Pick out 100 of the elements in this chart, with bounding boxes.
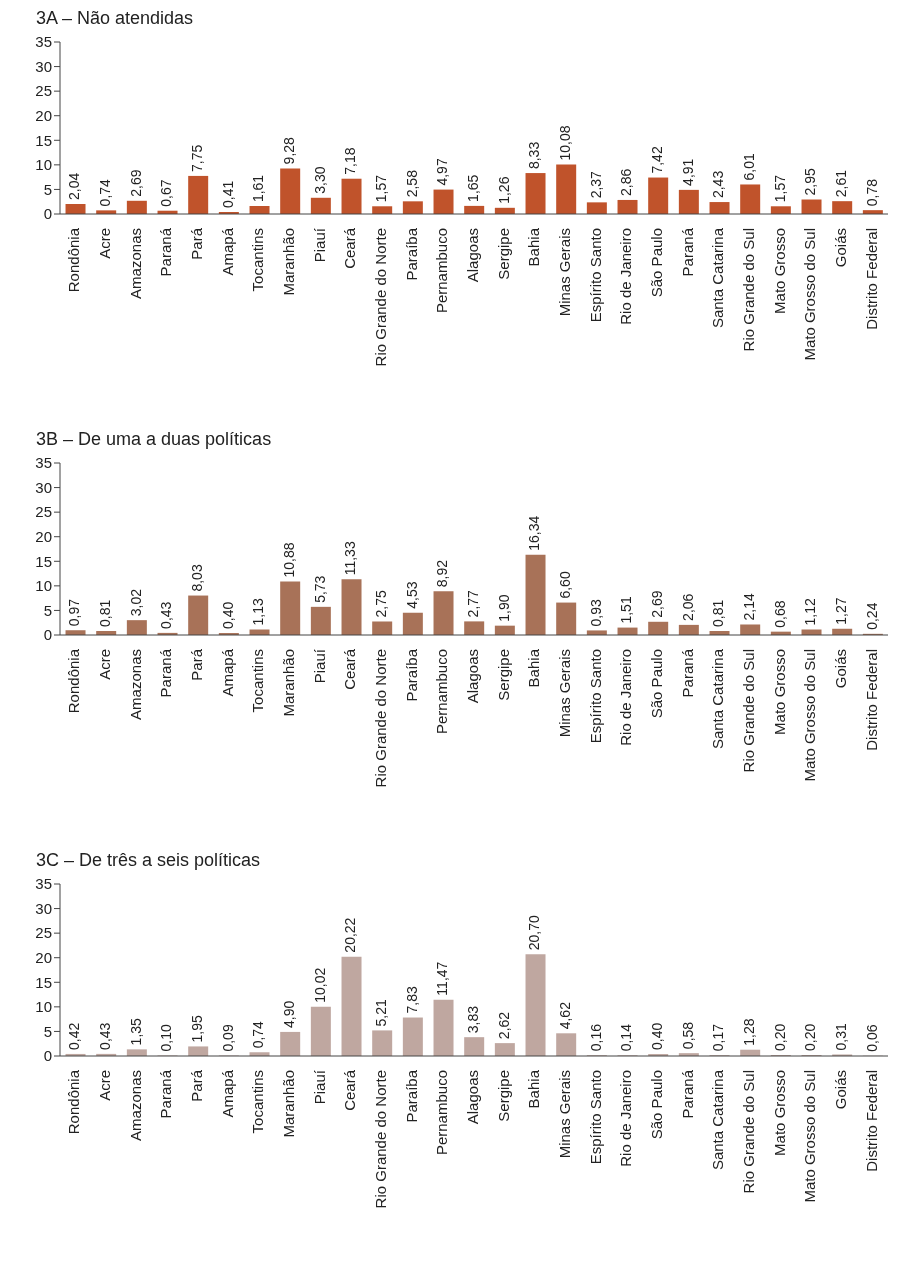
x-tick-label: Rio Grande do Sul: [739, 1070, 757, 1194]
x-tick-label: Amapá: [218, 227, 236, 276]
x-tick-label: Rio Grande do Norte: [371, 649, 389, 788]
x-tick-label: Pernambuco: [433, 1070, 451, 1156]
data-label: 0,81: [96, 599, 113, 628]
x-tick-label: Amazonas: [126, 649, 144, 720]
y-tick-label: 10: [35, 156, 52, 174]
data-label: 2,04: [66, 172, 83, 200]
x-tick-label: Acre: [95, 1070, 113, 1101]
data-label: 0,20: [771, 1023, 788, 1052]
y-tick-label: 25: [35, 503, 52, 521]
data-label: 0,81: [710, 599, 727, 628]
x-tick-label: Rio Grande do Norte: [371, 228, 389, 367]
x-tick-label: São Paulo: [647, 649, 665, 719]
data-label: 3,30: [311, 166, 328, 194]
y-tick-label: 0: [43, 626, 52, 644]
x-tick-label: Piauí: [310, 648, 328, 684]
x-tick-label: Tocantins: [249, 649, 267, 713]
y-tick-label: 35: [35, 33, 52, 51]
x-tick-label: Tocantins: [249, 1070, 267, 1134]
x-tick-label: Amazonas: [126, 1070, 144, 1141]
y-tick-label: 15: [35, 552, 52, 570]
x-tick-label: Piauí: [310, 1069, 328, 1105]
data-label: 1,95: [188, 1014, 205, 1043]
x-tick-label: Pará: [187, 1069, 205, 1102]
x-tick-label: Tocantins: [249, 228, 267, 292]
x-tick-label: Distrito Federal: [862, 228, 880, 330]
data-label: 8,92: [434, 559, 451, 588]
x-tick-label: Rio Grande do Norte: [371, 1070, 389, 1209]
data-label: 4,62: [556, 1001, 573, 1030]
x-tick-label: Pernambuco: [433, 228, 451, 314]
x-tick-label: Rio de Janeiro: [617, 228, 635, 325]
x-tick-label: Espírito Santo: [586, 649, 604, 744]
x-tick-label: Espírito Santo: [586, 228, 604, 323]
x-tick-label: Santa Catarina: [709, 1069, 727, 1171]
x-tick-label: Maranhão: [279, 649, 297, 717]
x-tick-label: Ceará: [341, 227, 359, 269]
x-tick-label: Goiás: [831, 228, 849, 268]
x-tick-label: Paraíba: [402, 648, 420, 702]
x-tick-label: Mato Grosso: [770, 649, 788, 735]
data-label: 2,95: [802, 168, 819, 196]
y-tick-label: 30: [35, 899, 52, 917]
x-tick-label: Santa Catarina: [709, 227, 727, 329]
x-tick-label: Minas Gerais: [555, 1070, 573, 1159]
data-label: 2,62: [495, 1011, 512, 1040]
data-label: 2,58: [403, 169, 420, 198]
data-label: 10,88: [280, 542, 297, 578]
x-tick-label: Pernambuco: [433, 649, 451, 735]
data-label: 7,83: [403, 986, 420, 1014]
y-tick-label: 10: [35, 998, 52, 1016]
y-tick-label: 5: [43, 180, 52, 198]
x-tick-label: Maranhão: [279, 1070, 297, 1138]
x-tick-label: Mato Grosso do Sul: [801, 228, 819, 361]
chart-title: 3B – De uma a duas políticas: [36, 429, 273, 451]
data-label: 2,69: [127, 169, 144, 197]
x-tick-label: Rio de Janeiro: [617, 1070, 635, 1167]
data-label: 0,58: [679, 1021, 696, 1050]
data-label: 1,61: [250, 174, 267, 203]
x-tick-label: Rio Grande do Sul: [739, 649, 757, 773]
x-tick-label: Bahia: [525, 227, 543, 267]
x-tick-label: Mato Grosso do Sul: [801, 1070, 819, 1203]
data-label: 2,06: [679, 593, 696, 621]
x-tick-label: Alagoas: [463, 1070, 481, 1125]
x-tick-label: Paraná: [157, 227, 175, 277]
data-label: 3,83: [464, 1005, 481, 1034]
x-tick-label: Amapá: [218, 648, 236, 697]
y-tick-label: 20: [35, 949, 52, 967]
y-tick-label: 35: [35, 454, 52, 472]
data-label: 8,33: [526, 141, 543, 170]
x-tick-label: São Paulo: [647, 1070, 665, 1140]
data-label: 1,26: [495, 176, 512, 204]
x-tick-label: Paraíba: [402, 1069, 420, 1123]
data-label: 0,41: [219, 180, 236, 208]
data-label: 2,37: [587, 170, 604, 199]
data-label: 20,22: [342, 917, 359, 953]
x-tick-label: Ceará: [341, 648, 359, 690]
x-tick-label: Goiás: [831, 1070, 849, 1110]
y-tick-label: 20: [35, 528, 52, 546]
data-label: 0,93: [587, 598, 604, 627]
data-label: 0,78: [863, 178, 880, 207]
data-label: 2,86: [618, 168, 635, 196]
x-tick-label: Rio de Janeiro: [617, 649, 635, 746]
data-label: 1,28: [740, 1018, 757, 1046]
data-label: 9,28: [280, 136, 297, 165]
x-tick-label: Amazonas: [126, 228, 144, 299]
data-label: 1,65: [464, 174, 481, 202]
x-tick-label: Paraíba: [402, 227, 420, 281]
data-label: 0,09: [219, 1024, 236, 1052]
x-tick-label: Paraná: [157, 648, 175, 698]
data-label: 4,53: [403, 581, 420, 609]
y-tick-label: 15: [35, 973, 52, 991]
x-tick-label: Alagoas: [463, 228, 481, 283]
x-tick-label: Distrito Federal: [862, 649, 880, 751]
y-tick-label: 30: [35, 57, 52, 75]
x-tick-label: Paraná: [678, 648, 696, 698]
data-label: 2,75: [372, 590, 389, 618]
data-label: 1,57: [771, 174, 788, 203]
data-label: 20,70: [526, 915, 543, 951]
data-label: 0,43: [158, 601, 175, 629]
data-label: 7,18: [342, 147, 359, 175]
